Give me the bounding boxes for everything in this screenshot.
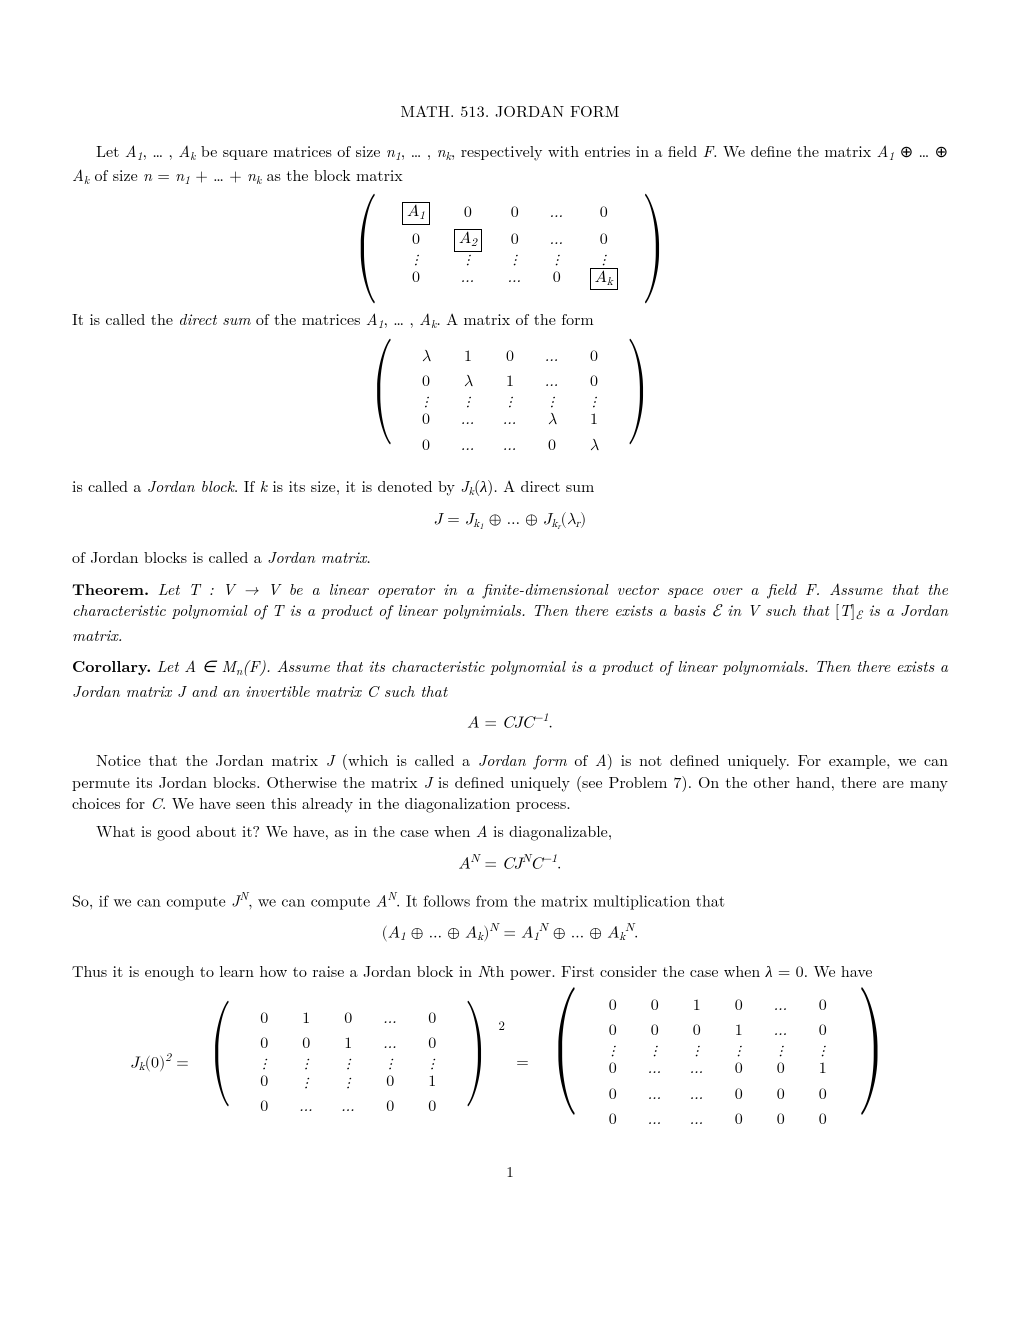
text: of [567,748,595,771]
text: . A direct sum [493,474,594,497]
matrix-block-diag: A100…0 0A20…0 ⋮⋮⋮⋮⋮ 0……0Ak [390,200,630,292]
text: Thus it is enough to learn how to raise … [72,959,478,982]
matrix-jordan-block: λ10…0 0λ1…0 ⋮⋮⋮⋮⋮ 0……λ1 0……0λ [405,345,615,459]
eq-direct-sum-J: J = Jk1 ⊕ … ⊕ Jkr(λr) [72,510,948,532]
paren-left-icon: ( [209,1005,232,1123]
text: is its size, it is denoted by [267,474,460,497]
text: (which is called a [334,748,478,771]
text: Notice that the Jordan matrix [96,748,326,771]
paren-left-icon: ( [551,992,578,1136]
text: . If [234,474,260,497]
text: . A matrix of the form [436,307,593,330]
text: . We have seen this already in the diago… [162,791,571,814]
corollary: Corollary. Let A ∈ Mn(F). Assume that it… [72,655,948,701]
paren-right-icon: ) [641,198,665,294]
term-direct-sum: direct sum [178,307,250,330]
text: Let [96,139,125,162]
matrix-Jk0-sq: 0010…0 0001…0 ⋮⋮⋮⋮⋮⋮ 0……001 0……000 0……00… [592,994,844,1134]
text: . It follows from the matrix multiplicat… [396,889,725,912]
eq-AN: AN = CJNC−1. [72,852,948,876]
paragraph-8: Thus it is enough to learn how to raise … [72,960,948,982]
page-number: 1 [72,1162,948,1182]
eq-A-CJC: A = CJC−1. [72,711,948,735]
paren-right-icon: ) [626,343,649,461]
paragraph-1: Let A1, … , Ak be square matrices of siz… [72,140,948,189]
theorem-body: Let T : V → V be a linear operator in a … [72,577,948,622]
theorem: Theorem. Let T : V → V be a linear opera… [72,578,948,646]
text: . [366,545,370,568]
page-title: MATH. 513. JORDAN FORM [72,100,948,122]
text: It is called the [72,307,178,330]
eq-Jk0-squared: Jk(0)2 = ( 010…0 001…0 ⋮⋮⋮⋮⋮ 0⋮⋮01 0……00… [72,992,948,1136]
paragraph-5: Notice that the Jordan matrix J (which i… [72,749,948,814]
paragraph-4: of Jordan blocks is called a Jordan matr… [72,546,948,568]
text: , respectively with entries in a field [451,139,703,162]
matrix-Jk0: 010…0 001…0 ⋮⋮⋮⋮⋮ 0⋮⋮01 0……00 [243,1007,453,1121]
term-jordan-matrix: Jordan matrix [267,545,366,568]
text: of Jordan blocks is called a [72,545,267,568]
paragraph-2: It is called the direct sum of the matri… [72,308,948,332]
term-jordan-form: Jordan form [478,748,567,771]
theorem-label: Theorem. [72,577,149,600]
text: as the block matrix [261,163,402,186]
text: th power. First consider the case when [489,959,765,982]
paragraph-3: is called a Jordan block. If k is its si… [72,475,948,499]
paren-right-icon: ) [465,1005,488,1123]
jordan-block-matrix: ( λ10…0 0λ1…0 ⋮⋮⋮⋮⋮ 0……λ1 0……0λ ) [72,343,948,461]
text: . We define the matrix [713,139,876,162]
text: . We have [804,959,873,982]
paren-right-icon: ) [857,992,884,1136]
text: , we can compute [248,889,376,912]
eq-dsum-power: (A1 ⊕ … ⊕ Ak)N = A1N ⊕ … ⊕ AkN. [72,921,948,946]
text: of size [89,163,143,186]
corollary-label: Corollary. [72,654,151,677]
paren-left-icon: ( [371,343,394,461]
text: is called a [72,474,147,497]
text: be square matrices of size [195,139,385,162]
term-jordan-block: Jordan block [147,474,234,497]
paragraph-6: What is good about it? We have, as in th… [72,820,948,842]
corollary-body: Let A ∈ Mn(F). Assume that its character… [72,654,948,701]
block-matrix-direct-sum: ( A100…0 0A20…0 ⋮⋮⋮⋮⋮ 0……0Ak ) [72,198,948,294]
paragraph-7: So, if we can compute JN, we can compute… [72,889,948,911]
paren-left-icon: ( [355,198,379,294]
text: of the matrices [251,307,366,330]
text: So, if we can compute [72,889,231,912]
